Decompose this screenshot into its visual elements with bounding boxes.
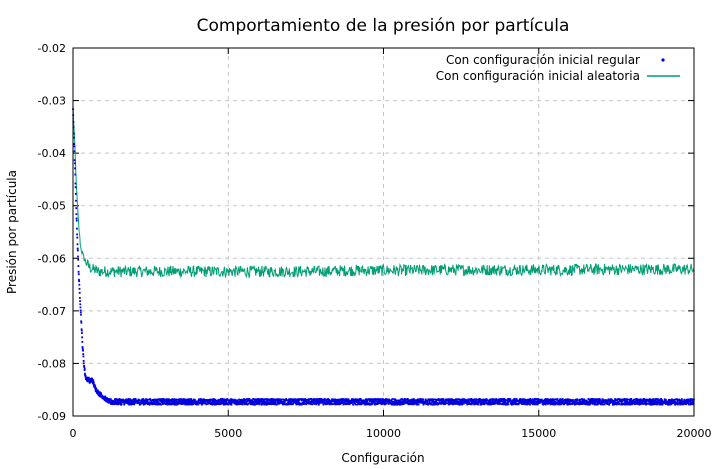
series-line-random (72, 104, 695, 279)
plot-frame (72, 47, 695, 417)
legend-label-random: Con configuración inicial aleatoria (436, 69, 640, 83)
y-tick-label: -0.02 (38, 42, 66, 55)
legend-marker-regular (661, 58, 665, 62)
x-tick-label: 10000 (366, 427, 401, 440)
legend-label-regular: Con configuración inicial regular (446, 53, 640, 67)
legend: Con configuración inicial regular Con co… (436, 53, 680, 83)
y-axis-title: Presión por partícula (5, 170, 19, 294)
x-tick-label: 20000 (677, 427, 712, 440)
x-axis-ticks: 0 5000 10000 15000 20000 (70, 48, 712, 440)
y-tick-label: -0.07 (38, 305, 66, 318)
y-axis-ticks: -0.09 -0.08 -0.07 -0.06 -0.05 -0.04 -0.03 -0.02 (38, 42, 694, 423)
x-tick-label: 5000 (214, 427, 242, 440)
series-random-line (72, 104, 695, 279)
grid-lines (73, 48, 694, 416)
y-tick-label: -0.09 (38, 410, 66, 423)
y-tick-label: -0.05 (38, 200, 66, 213)
x-tick-label: 15000 (521, 427, 556, 440)
x-tick-label: 0 (70, 427, 77, 440)
chart-title: Comportamiento de la presión por partícu… (197, 16, 570, 36)
y-tick-label: -0.04 (38, 147, 66, 160)
x-axis-title: Configuración (341, 451, 424, 465)
y-tick-label: -0.06 (38, 252, 66, 265)
y-tick-label: -0.03 (38, 95, 66, 108)
y-tick-label: -0.08 (38, 357, 66, 370)
